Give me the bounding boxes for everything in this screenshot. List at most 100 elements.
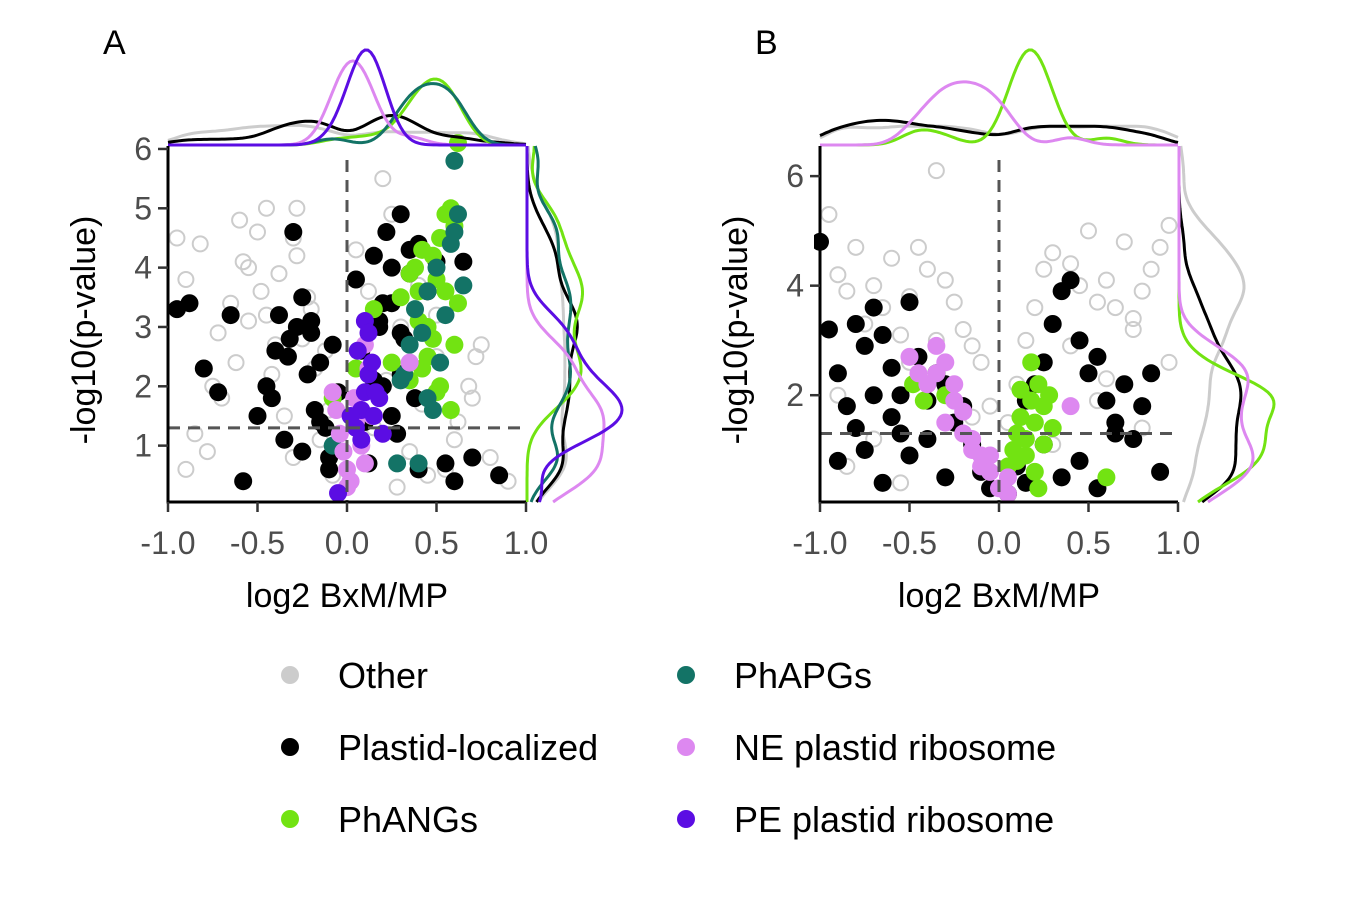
data-point <box>454 252 473 271</box>
data-point <box>1142 260 1160 278</box>
x-tick-label: 0.5 <box>1066 525 1110 561</box>
data-point <box>460 377 478 395</box>
data-point <box>1088 347 1107 366</box>
data-point <box>364 406 383 425</box>
data-point <box>909 238 927 256</box>
data-point <box>275 407 293 425</box>
data-point <box>1044 244 1062 262</box>
top-marginal-density-b <box>819 48 1179 147</box>
data-point <box>445 431 463 449</box>
data-point <box>873 325 892 344</box>
top-marginal-density-a <box>167 48 527 147</box>
data-point <box>963 337 981 355</box>
data-point <box>436 454 455 473</box>
data-point <box>1043 315 1062 333</box>
data-point <box>1025 413 1044 432</box>
y-tick-label: 2 <box>134 368 152 404</box>
y-tick-label: 1 <box>134 428 152 464</box>
data-point <box>1097 271 1115 289</box>
density-curve-y <box>525 146 579 503</box>
x-tick-label: 0.0 <box>325 525 369 561</box>
data-point <box>227 354 245 372</box>
data-point <box>1124 310 1142 328</box>
y-axis-title: -log10(p-value) <box>717 216 755 445</box>
data-point <box>293 442 312 461</box>
data-point <box>954 402 973 421</box>
data-point <box>855 336 874 355</box>
data-point <box>1034 435 1053 454</box>
density-curve-y <box>1177 146 1255 504</box>
data-point <box>819 320 838 339</box>
data-point <box>341 406 360 425</box>
data-point <box>346 270 365 289</box>
data-point <box>1160 353 1178 371</box>
data-point <box>382 353 401 372</box>
data-point <box>400 240 419 259</box>
data-point <box>891 386 910 405</box>
x-axis-title: log2 BxM/MP <box>246 577 448 615</box>
data-point <box>954 320 972 338</box>
series-pe-plastid-ribosome <box>329 312 392 502</box>
legend-swatch <box>281 666 299 684</box>
data-point <box>900 347 919 366</box>
data-point <box>900 446 919 465</box>
data-point <box>445 472 464 491</box>
data-point <box>927 162 945 180</box>
data-point <box>359 282 377 300</box>
x-tick-label: -1.0 <box>140 525 195 561</box>
data-point <box>981 446 1000 465</box>
data-point <box>363 353 382 372</box>
density-curve-y <box>1179 145 1246 503</box>
data-point <box>1097 370 1115 388</box>
data-point <box>1026 299 1044 317</box>
data-point <box>249 223 266 241</box>
data-point <box>252 282 270 300</box>
legend: Other PhAPGs Plastid-localized NE plastid r… <box>281 655 1056 840</box>
data-point <box>864 298 883 317</box>
data-point <box>177 271 195 288</box>
data-point <box>1011 380 1030 399</box>
data-point <box>409 454 428 473</box>
data-point <box>1106 424 1125 443</box>
series-ne-plastid-ribosome <box>900 336 1080 502</box>
data-point <box>847 238 865 256</box>
data-point <box>231 211 249 229</box>
series-plastid-localized <box>167 205 509 491</box>
data-point <box>400 353 419 372</box>
data-point <box>348 341 367 360</box>
data-point <box>1040 386 1059 405</box>
x-tick-label: 1.0 <box>504 525 548 561</box>
panel-b-chart: -1.0 -0.5 0.0 0.5 1.0 2 4 6 log2 BxM/MP -log10(p-… <box>717 48 1276 615</box>
data-point <box>936 271 954 289</box>
data-point <box>900 293 919 312</box>
data-point <box>288 199 306 217</box>
data-point <box>1079 364 1098 383</box>
data-point <box>1022 353 1041 372</box>
data-point <box>329 484 348 502</box>
panel-a-chart: -1.0 -0.5 0.0 0.5 1.0 1 2 3 4 5 6 log2 BxM/MP -log10… <box>65 48 624 615</box>
data-point <box>864 386 883 405</box>
right-marginal-density-b <box>1177 145 1276 504</box>
data-point <box>382 406 401 425</box>
data-point <box>490 466 509 485</box>
data-point <box>288 247 306 265</box>
data-point <box>1115 375 1134 394</box>
data-point <box>413 240 432 259</box>
data-point <box>270 265 288 283</box>
data-point <box>1017 331 1035 349</box>
legend-item: Plastid-localized <box>281 727 598 768</box>
data-point <box>846 315 865 333</box>
data-point <box>240 259 258 277</box>
data-point <box>323 335 342 354</box>
x-tick-label: -1.0 <box>792 525 847 561</box>
legend-label: Plastid-localized <box>338 727 598 768</box>
data-point <box>445 335 464 354</box>
data-point <box>441 401 460 420</box>
data-point <box>418 282 437 301</box>
data-point <box>828 451 847 470</box>
data-point <box>436 306 455 325</box>
y-tick-label: 5 <box>134 190 152 226</box>
data-point <box>287 317 306 336</box>
data-point <box>406 300 425 319</box>
data-point <box>1133 282 1151 300</box>
